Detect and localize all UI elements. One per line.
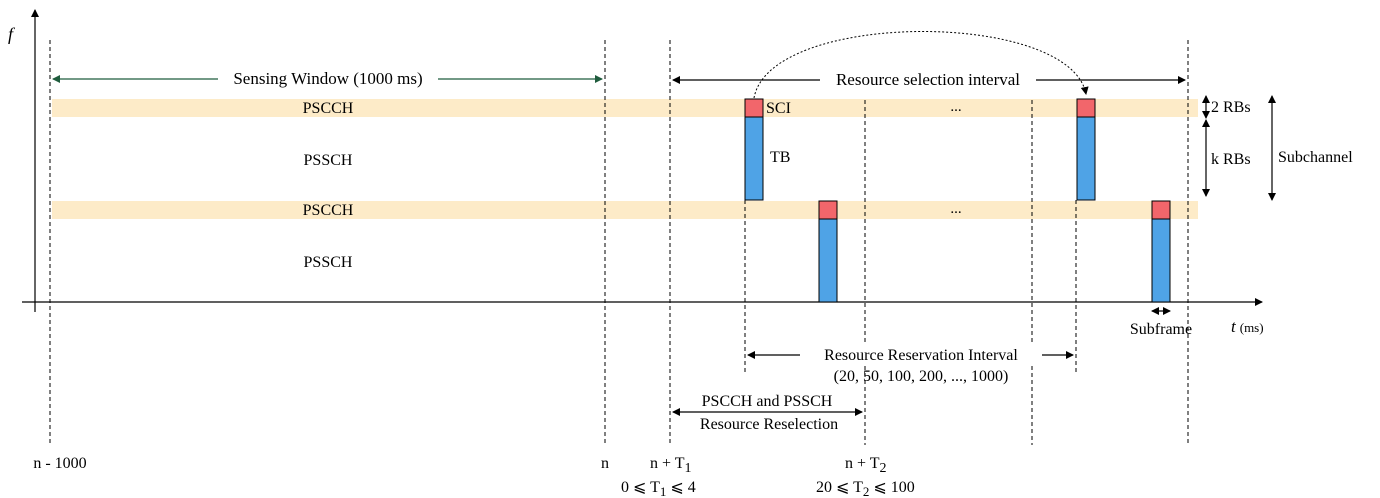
label-n: n <box>601 455 609 472</box>
label-t2-condition: 20 ⩽ T2 ⩽ 100 <box>816 479 915 498</box>
reselection-label-1: PSCCH and PSSCH <box>702 393 833 410</box>
sci-label: SCI <box>766 100 791 117</box>
pscch-label-bottom: PSCCH <box>303 202 354 219</box>
tb-label: TB <box>770 149 790 166</box>
reservation-interval-values: (20, 50, 100, 200, ..., 1000) <box>834 368 1009 385</box>
y-axis-label: f <box>8 24 16 44</box>
subframe-label: Subframe <box>1130 321 1192 338</box>
label-n-plus-t1: n + T1 <box>650 455 692 476</box>
reservation-interval-label: Resource Reservation Interval <box>824 347 1018 364</box>
ellipsis-bottom: ... <box>950 201 961 217</box>
pscch-band-bottom <box>52 201 1198 219</box>
pssch-label-top: PSSCH <box>304 152 353 169</box>
reservation-curve <box>753 31 1089 99</box>
sensing-window-label: Sensing Window (1000 ms) <box>233 69 422 88</box>
tb-block <box>744 116 764 201</box>
sci-block <box>1076 98 1096 118</box>
pscch-band-top <box>52 99 1198 117</box>
sci-block <box>818 200 838 220</box>
tx-block-1 <box>744 98 764 201</box>
label-n-minus-1000: n - 1000 <box>33 455 86 472</box>
ellipsis-top: ... <box>950 99 961 115</box>
tx-block-4 <box>1151 200 1171 303</box>
label-n-plus-t2: n + T2 <box>845 455 887 476</box>
sci-block <box>744 98 764 118</box>
tb-block <box>1151 218 1171 303</box>
label-t1-condition: 0 ⩽ T1 ⩽ 4 <box>621 479 696 498</box>
k-rbs-label: k RBs <box>1211 151 1251 168</box>
tx-block-2 <box>1076 98 1096 201</box>
pssch-label-bottom: PSSCH <box>304 254 353 271</box>
subchannel-label: Subchannel <box>1278 149 1353 166</box>
two-rbs-label: 2 RBs <box>1211 99 1251 116</box>
time-marker-lines <box>49 40 1189 445</box>
tx-block-3 <box>818 200 838 303</box>
reselection-label-2: Resource Reselection <box>700 416 838 433</box>
sci-block <box>1151 200 1171 220</box>
tb-block <box>1076 116 1096 201</box>
pscch-label-top: PSCCH <box>303 100 354 117</box>
x-axis-label: t (ms) <box>1231 317 1264 336</box>
selection-interval-label: Resource selection interval <box>836 70 1020 89</box>
tb-block <box>818 218 838 303</box>
